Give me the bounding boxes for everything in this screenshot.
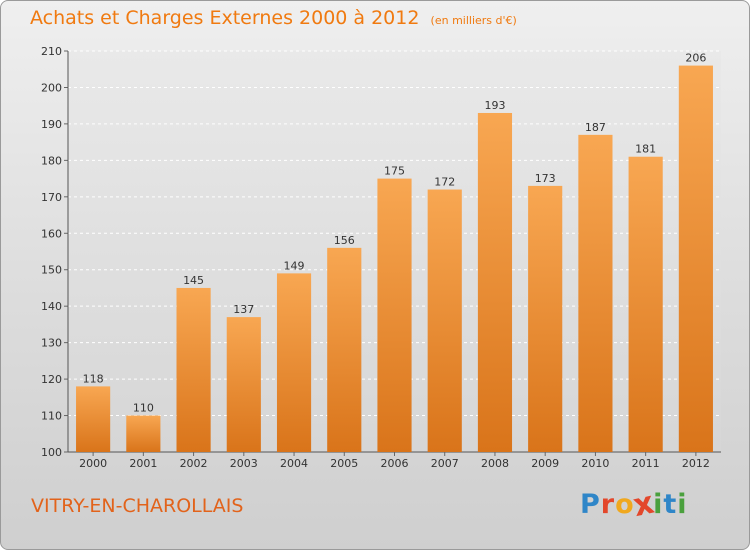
y-tick-label: 190 xyxy=(41,118,62,131)
logo-letter: o xyxy=(615,489,635,520)
data-label: 110 xyxy=(133,402,154,415)
data-label: 172 xyxy=(434,176,455,189)
bar xyxy=(176,287,211,452)
bar xyxy=(427,189,462,452)
x-tick-label: 2007 xyxy=(431,457,459,470)
data-label: 137 xyxy=(233,303,254,316)
y-tick-label: 150 xyxy=(41,264,62,277)
bar xyxy=(126,415,161,452)
bar xyxy=(226,317,261,452)
x-tick-label: 2005 xyxy=(330,457,358,470)
bar xyxy=(377,178,412,452)
x-tick-label: 2011 xyxy=(632,457,660,470)
x-tick-label: 2009 xyxy=(531,457,559,470)
x-tick-label: 2006 xyxy=(381,457,409,470)
x-tick-label: 2000 xyxy=(79,457,107,470)
y-tick-label: 180 xyxy=(41,154,62,167)
x-tick-label: 2004 xyxy=(280,457,308,470)
logo-letter: P xyxy=(580,489,601,520)
data-label: 193 xyxy=(484,99,505,112)
logo-letter: t xyxy=(663,489,678,520)
bar xyxy=(327,247,362,452)
x-tick-label: 2001 xyxy=(129,457,157,470)
bar xyxy=(76,386,111,452)
bar xyxy=(528,185,563,452)
commune-name: VITRY-EN-CHAROLLAIS xyxy=(31,495,244,517)
logo-letter: i xyxy=(677,489,688,520)
title-row: Achats et Charges Externes 2000 à 2012 (… xyxy=(30,7,517,29)
y-tick-label: 170 xyxy=(41,191,62,204)
bar xyxy=(578,134,613,452)
chart-unit: (en milliers d'€) xyxy=(430,14,517,27)
data-label: 149 xyxy=(284,259,305,272)
y-tick-label: 130 xyxy=(41,337,62,350)
data-label: 181 xyxy=(635,143,656,156)
y-tick-label: 140 xyxy=(41,300,62,313)
bar xyxy=(477,112,513,453)
bar xyxy=(628,156,663,452)
y-tick-label: 110 xyxy=(41,410,62,423)
data-label: 175 xyxy=(384,165,405,178)
x-tick-label: 2003 xyxy=(230,457,258,470)
data-label: 145 xyxy=(183,274,204,287)
logo-letter: i xyxy=(653,489,664,520)
y-tick-label: 100 xyxy=(41,446,62,459)
x-tick-label: 2002 xyxy=(180,457,208,470)
data-label: 173 xyxy=(535,172,556,185)
data-label: 156 xyxy=(334,234,355,247)
bar xyxy=(678,65,713,452)
x-tick-label: 2008 xyxy=(481,457,509,470)
proxiti-logo: Proxiti xyxy=(580,485,688,524)
data-label: 118 xyxy=(83,372,104,385)
logo-letter: r xyxy=(600,489,616,520)
y-tick-label: 160 xyxy=(41,227,62,240)
chart-title: Achats et Charges Externes 2000 à 2012 xyxy=(30,7,420,29)
bar xyxy=(276,273,312,452)
x-tick-label: 2010 xyxy=(581,457,609,470)
data-label: 206 xyxy=(685,52,706,65)
x-tick-label: 2012 xyxy=(682,457,710,470)
y-tick-label: 200 xyxy=(41,81,62,94)
y-tick-label: 120 xyxy=(41,373,62,386)
y-tick-label: 210 xyxy=(41,45,62,58)
data-label: 187 xyxy=(585,121,606,134)
